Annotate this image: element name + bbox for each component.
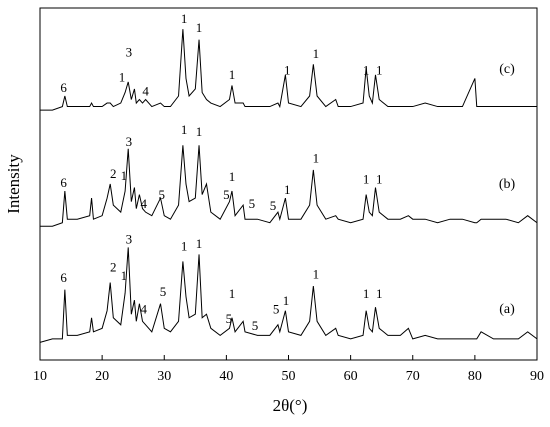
- x-axis-title: 2θ(°): [273, 396, 308, 415]
- peak-label: 1: [284, 62, 291, 77]
- peak-label: 3: [126, 134, 133, 149]
- x-tick-label: 20: [95, 369, 109, 384]
- peak-label: 1: [181, 238, 188, 253]
- peak-label: 4: [142, 83, 149, 98]
- peak-label: 1: [313, 267, 320, 282]
- peak-label: 1: [376, 62, 383, 77]
- peak-label: 1: [181, 122, 188, 137]
- peak-label: 5: [223, 187, 230, 202]
- peak-label: 5: [226, 311, 233, 326]
- x-tick-label: 10: [33, 369, 47, 384]
- peak-label: 1: [121, 268, 128, 283]
- xrd-trace: [40, 29, 537, 111]
- series-label: (b): [499, 177, 516, 192]
- x-tick-label: 50: [282, 369, 296, 384]
- peak-label: 1: [119, 69, 126, 84]
- peak-label: 2: [110, 259, 117, 274]
- peak-label: 1: [363, 62, 370, 77]
- peak-label: 1: [313, 150, 320, 165]
- peak-label: 5: [270, 198, 277, 213]
- peak-label: 4: [140, 196, 147, 211]
- peak-label: 6: [60, 270, 67, 285]
- peak-label: 1: [196, 124, 203, 139]
- peak-label: 3: [126, 45, 133, 60]
- peak-label: 1: [363, 171, 370, 186]
- xrd-trace: [39, 247, 538, 343]
- peak-label: 3: [126, 231, 133, 246]
- x-tick-label: 40: [219, 369, 233, 384]
- peak-label: 1: [284, 182, 291, 197]
- xrd-trace: [40, 145, 538, 227]
- peak-label: 1: [313, 46, 320, 61]
- peak-label: 4: [140, 302, 147, 317]
- peak-label: 5: [249, 196, 256, 211]
- peak-label: 5: [273, 302, 280, 317]
- peak-label: 6: [60, 80, 67, 95]
- peak-label: 1: [196, 236, 203, 251]
- x-tick-label: 60: [344, 369, 358, 384]
- peak-label: 1: [181, 11, 188, 26]
- peak-label: 1: [229, 286, 236, 301]
- peak-label: 1: [376, 286, 383, 301]
- series-label: (c): [499, 62, 515, 77]
- peak-label: 5: [160, 284, 167, 299]
- peak-label: 1: [121, 168, 128, 183]
- peak-label: 5: [252, 318, 259, 333]
- peak-label: 2: [110, 166, 117, 181]
- x-tick-label: 90: [530, 369, 544, 384]
- peak-label: 1: [283, 293, 290, 308]
- x-tick-label: 30: [157, 369, 171, 384]
- x-tick-label: 70: [406, 369, 420, 384]
- x-tick-label: 80: [468, 369, 482, 384]
- peak-label: 6: [60, 175, 67, 190]
- peak-label: 1: [363, 286, 370, 301]
- peak-label: 1: [229, 67, 236, 82]
- peak-label: 1: [196, 20, 203, 35]
- y-axis-title: Intensity: [4, 154, 23, 214]
- peak-label: 5: [159, 187, 166, 202]
- series-label: (a): [499, 302, 515, 317]
- peak-label: 1: [229, 169, 236, 184]
- peak-label: 1: [376, 171, 383, 186]
